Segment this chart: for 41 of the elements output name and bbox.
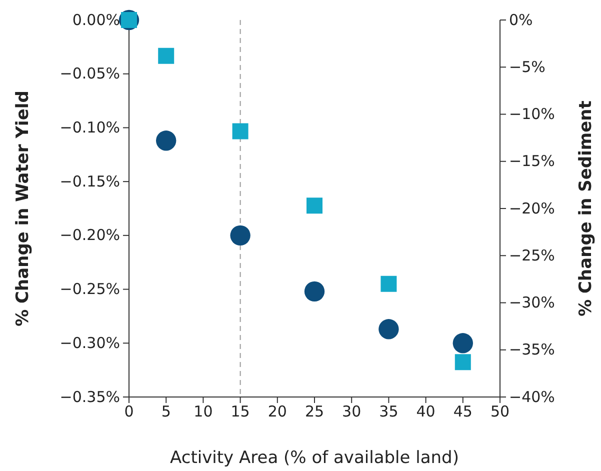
y2-axis-title: % Change in Sediment bbox=[576, 100, 596, 316]
y2-tick-label: −25% bbox=[509, 246, 555, 264]
y2-tick-label: −30% bbox=[509, 294, 555, 312]
y-tick-label: −0.30% bbox=[60, 334, 120, 352]
x-axis-title: Activity Area (% of available land) bbox=[170, 448, 459, 468]
y-tick-label: −0.20% bbox=[60, 226, 120, 244]
x-tick-label: 40 bbox=[416, 402, 436, 421]
point bbox=[156, 130, 176, 151]
y-tick-label: −0.25% bbox=[60, 280, 120, 298]
y2-tick-label: −5% bbox=[509, 58, 546, 76]
y-tick-label: −0.15% bbox=[60, 172, 120, 190]
point bbox=[304, 281, 325, 302]
x-tick-label: 45 bbox=[453, 402, 472, 421]
y2-tick-label: −15% bbox=[509, 152, 555, 170]
y2-tick-label: −35% bbox=[509, 340, 555, 359]
point bbox=[230, 225, 250, 246]
x-tick-label: 35 bbox=[379, 402, 398, 421]
point bbox=[454, 354, 471, 370]
x-tick-label: 20 bbox=[268, 402, 287, 421]
point bbox=[380, 276, 397, 292]
point bbox=[452, 333, 473, 354]
x-tick-label: 10 bbox=[194, 402, 213, 421]
y-tick-label: −0.10% bbox=[60, 118, 120, 137]
y2-tick-label: −40% bbox=[509, 388, 555, 406]
y2-tick-label: −10% bbox=[509, 105, 555, 124]
y-tick-label: −0.35% bbox=[60, 388, 120, 406]
x-tick-label: 25 bbox=[304, 402, 324, 421]
x-tick-label: 15 bbox=[230, 402, 250, 421]
y-tick-label: 0.00% bbox=[72, 10, 120, 29]
y-axis-title: % Change in Water Yield bbox=[13, 90, 33, 326]
y-tick-label: −0.05% bbox=[60, 64, 120, 83]
point bbox=[378, 319, 399, 340]
x-tick-label: 0 bbox=[124, 402, 134, 421]
x-tick-label: 5 bbox=[161, 402, 171, 421]
point bbox=[232, 123, 248, 140]
point bbox=[306, 198, 322, 214]
x-tick-label: 30 bbox=[342, 402, 362, 421]
x-tick-label: 50 bbox=[490, 402, 510, 421]
point bbox=[158, 48, 174, 64]
y2-tick-label: 0% bbox=[509, 10, 533, 29]
y2-tick-label: −20% bbox=[509, 199, 555, 218]
